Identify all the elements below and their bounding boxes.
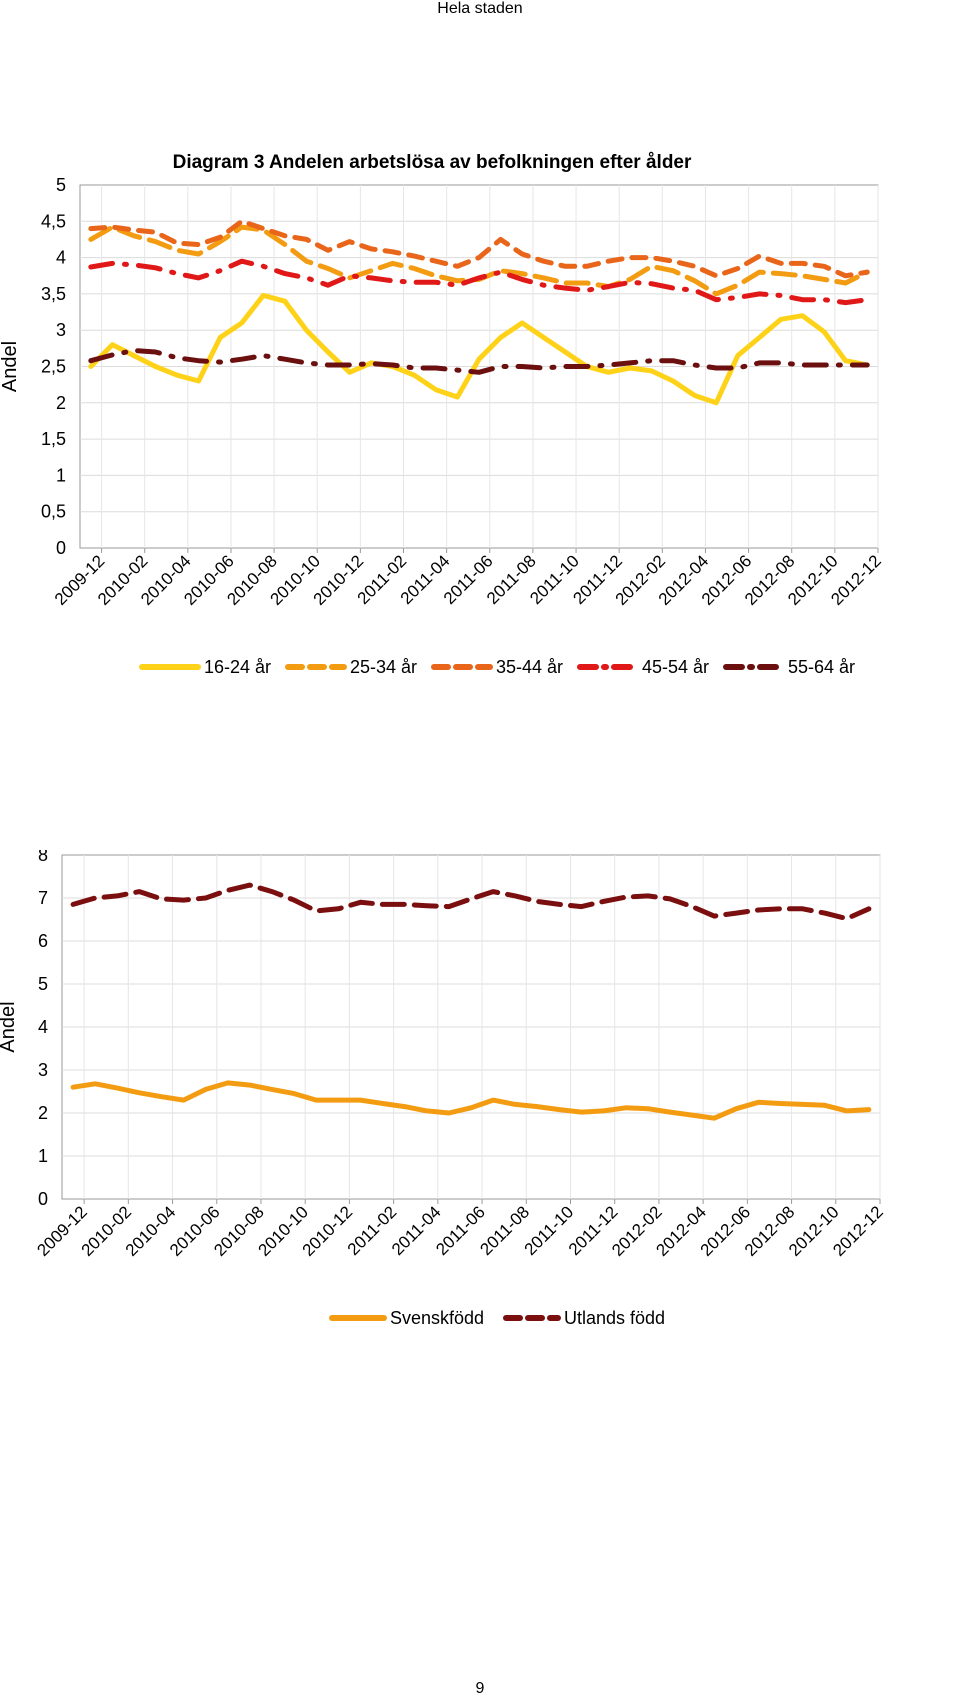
chart4-xtick-label: 2012-12 bbox=[829, 1202, 887, 1260]
chart4-ytick-label: 6 bbox=[38, 931, 48, 951]
chart4-ytick-label: 1 bbox=[38, 1146, 48, 1166]
chart3-ytick-label: 3 bbox=[56, 320, 66, 340]
chart3-series-3-line bbox=[88, 258, 870, 306]
chart3-series-0-line bbox=[88, 292, 870, 406]
chart3-ytick-label: 5 bbox=[56, 175, 66, 195]
chart3-series-4-line bbox=[88, 348, 870, 375]
chart-age: Diagram 3 Andelen arbetslösa av befolkni… bbox=[0, 152, 885, 677]
chart3-ylabel: Andel bbox=[0, 341, 21, 392]
chart-birthplace: Diagram 4 Andelen arbetslösa av befolkni… bbox=[0, 850, 887, 1328]
chart4-xtick-label: 2010-12 bbox=[299, 1202, 357, 1260]
chart3-legend-label-1: 25-34 år bbox=[350, 657, 417, 677]
chart3-ytick-label: 2,5 bbox=[41, 357, 66, 377]
chart3-ytick-label: 0 bbox=[56, 538, 66, 558]
chart4-ytick-label: 5 bbox=[38, 974, 48, 994]
chart4-legend-label-0: Svenskfödd bbox=[390, 1308, 484, 1328]
chart4-ylabel: Andel bbox=[0, 1001, 19, 1052]
chart3-legend-label-3: 45-54 år bbox=[642, 657, 709, 677]
chart3-ytick-label: 4,5 bbox=[41, 211, 66, 231]
chart3-legend-label-0: 16-24 år bbox=[204, 657, 271, 677]
chart4-ytick-label: 7 bbox=[38, 888, 48, 908]
chart3-ytick-label: 3,5 bbox=[41, 284, 66, 304]
chart4-ytick-label: 3 bbox=[38, 1060, 48, 1080]
chart3-ytick-label: 1,5 bbox=[41, 429, 66, 449]
chart4-series-1-line bbox=[70, 882, 872, 922]
chart4-ytick-label: 4 bbox=[38, 1017, 48, 1037]
chart3-title: Diagram 3 Andelen arbetslösa av befolkni… bbox=[173, 152, 692, 173]
chart3-ytick-label: 0,5 bbox=[41, 502, 66, 522]
page-number: 9 bbox=[475, 1680, 485, 1697]
chart3-ytick-label: 2 bbox=[56, 393, 66, 413]
chart3-series-2-line bbox=[88, 218, 870, 279]
chart4-ytick-label: 2 bbox=[38, 1103, 48, 1123]
chart3-legend-label-4: 55-64 år bbox=[788, 657, 855, 677]
chart3-ytick-label: 4 bbox=[56, 248, 66, 268]
chart4-series-0-line bbox=[70, 1080, 872, 1121]
chart3-ytick-label: 1 bbox=[56, 465, 66, 485]
page-header: Hela staden bbox=[437, 0, 523, 17]
chart4-legend-label-1: Utlands född bbox=[564, 1308, 665, 1328]
chart3-legend-label-2: 35-44 år bbox=[496, 657, 563, 677]
chart4-ytick-label: 0 bbox=[38, 1189, 48, 1209]
chart4-ytick-label: 8 bbox=[38, 850, 48, 865]
